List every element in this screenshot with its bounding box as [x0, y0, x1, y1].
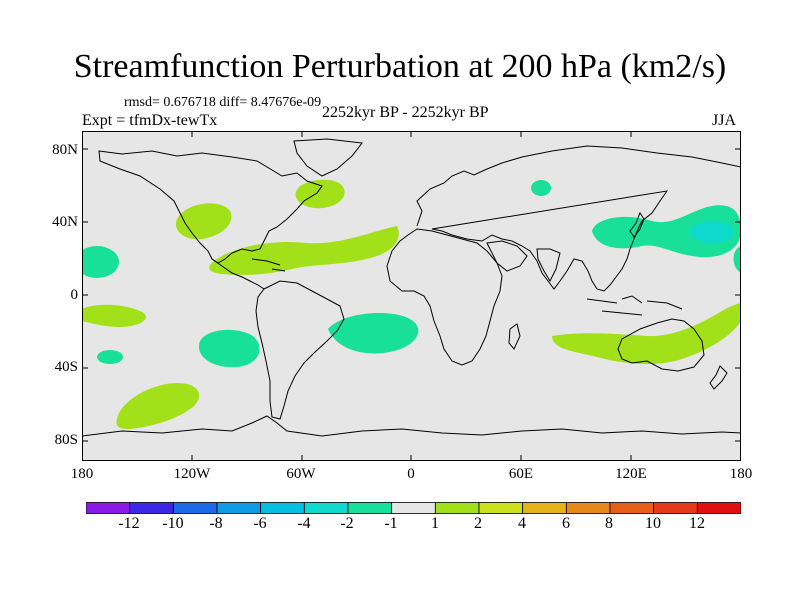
- coast-north-america: [98, 150, 323, 264]
- anomaly-nw-pacific-core: [690, 221, 734, 243]
- lon-label-120w: 120W: [173, 466, 211, 482]
- anomaly-s-pacific-west: [82, 304, 147, 327]
- anomaly-n-pacific-west: [82, 246, 119, 278]
- colorbar-swatch: [478, 502, 524, 514]
- colorbar-swatch: [86, 502, 131, 514]
- coast-indonesia: [586, 295, 683, 316]
- colorbar-label: -10: [162, 515, 184, 532]
- anomaly-ne-pacific-edge: [733, 246, 741, 273]
- coast-new-zealand: [709, 365, 728, 390]
- colorbar-swatch: [129, 502, 174, 514]
- colorbar-swatch: [172, 502, 218, 514]
- experiment-label: Expt = tfmDx-tewTx: [82, 112, 218, 129]
- colorbar-label: 8: [605, 515, 613, 532]
- coast-madagascar: [508, 323, 521, 350]
- colorbar-label: -4: [297, 515, 311, 532]
- coast-greenland: [293, 138, 363, 177]
- coast-japan: [629, 211, 645, 238]
- colorbar-swatch: [653, 502, 698, 514]
- lat-label-0: 0: [70, 287, 79, 303]
- colorbar-label: -1: [384, 515, 398, 532]
- stats-text: rmsd= 0.676718 diff= 8.47676e-09: [124, 95, 322, 110]
- lon-label-0: 0: [407, 466, 415, 482]
- coast-caribbean: [251, 258, 286, 272]
- colorbar-label: 10: [645, 515, 661, 532]
- anomaly-s-pacific-small: [97, 350, 123, 364]
- anomaly-s-atlantic: [328, 313, 419, 354]
- colorbar-label: 4: [518, 515, 526, 532]
- coast-central-america: [211, 258, 265, 290]
- map-frame: [82, 131, 741, 461]
- world-map: [82, 131, 741, 461]
- colorbar: [86, 502, 741, 514]
- anomaly-south-pacific-sw: [116, 383, 200, 429]
- anomaly-atlantic-band: [209, 226, 399, 275]
- colorbar-swatch: [347, 502, 393, 514]
- colorbar-label: -2: [340, 515, 354, 532]
- colorbar-label: -6: [253, 515, 267, 532]
- lon-label-60e: 60E: [508, 466, 534, 482]
- anomaly-indian-australia: [552, 303, 741, 365]
- lon-label-60w: 60W: [286, 466, 316, 482]
- anomaly-n-atlantic: [295, 179, 345, 209]
- lat-label-80s: 80S: [54, 432, 78, 448]
- period-text: 2252kyr BP - 2252kyr BP: [322, 104, 489, 121]
- anomaly-siberia: [531, 180, 551, 196]
- coast-india: [536, 248, 561, 283]
- colorbar-swatch: [609, 502, 655, 514]
- anomaly-layer: [82, 179, 741, 429]
- lon-label-120e: 120E: [615, 466, 647, 482]
- colorbar-label: 2: [474, 515, 482, 532]
- coast-africa: [386, 228, 503, 366]
- colorbar-swatch: [303, 502, 349, 514]
- map-title: Streamfunction Perturbation at 200 hPa (…: [73, 48, 727, 85]
- coastlines: [82, 138, 741, 437]
- colorbar-swatch: [216, 502, 262, 514]
- coast-arabia: [486, 240, 528, 272]
- colorbar-label: -12: [118, 515, 140, 532]
- coast-australia: [617, 318, 705, 372]
- colorbar-label: 1: [431, 515, 439, 532]
- coast-antarctica: [82, 415, 741, 437]
- anomaly-nw-pacific: [592, 205, 741, 258]
- colorbar-label: 12: [689, 515, 705, 532]
- colorbar-label: 6: [562, 515, 570, 532]
- axis-ticks: [82, 131, 741, 461]
- lat-label-80n: 80N: [52, 142, 78, 158]
- colorbar-swatch: [696, 502, 741, 514]
- lon-label-180e: 180: [729, 466, 753, 482]
- lat-label-40s: 40S: [54, 359, 78, 375]
- colorbar-swatch: [565, 502, 611, 514]
- coast-south-america: [255, 280, 345, 420]
- colorbar-label: -8: [209, 515, 223, 532]
- lon-label-180w: 180: [70, 466, 94, 482]
- lat-label-40n: 40N: [52, 214, 78, 230]
- colorbar-swatch: [522, 502, 567, 514]
- season-label: JJA: [712, 112, 737, 129]
- colorbar-swatch: [434, 502, 480, 514]
- anomaly-se-pacific: [198, 329, 260, 368]
- colorbar-swatch: [260, 502, 305, 514]
- coast-europe-asia: [416, 145, 741, 292]
- colorbar-swatch: [391, 502, 436, 514]
